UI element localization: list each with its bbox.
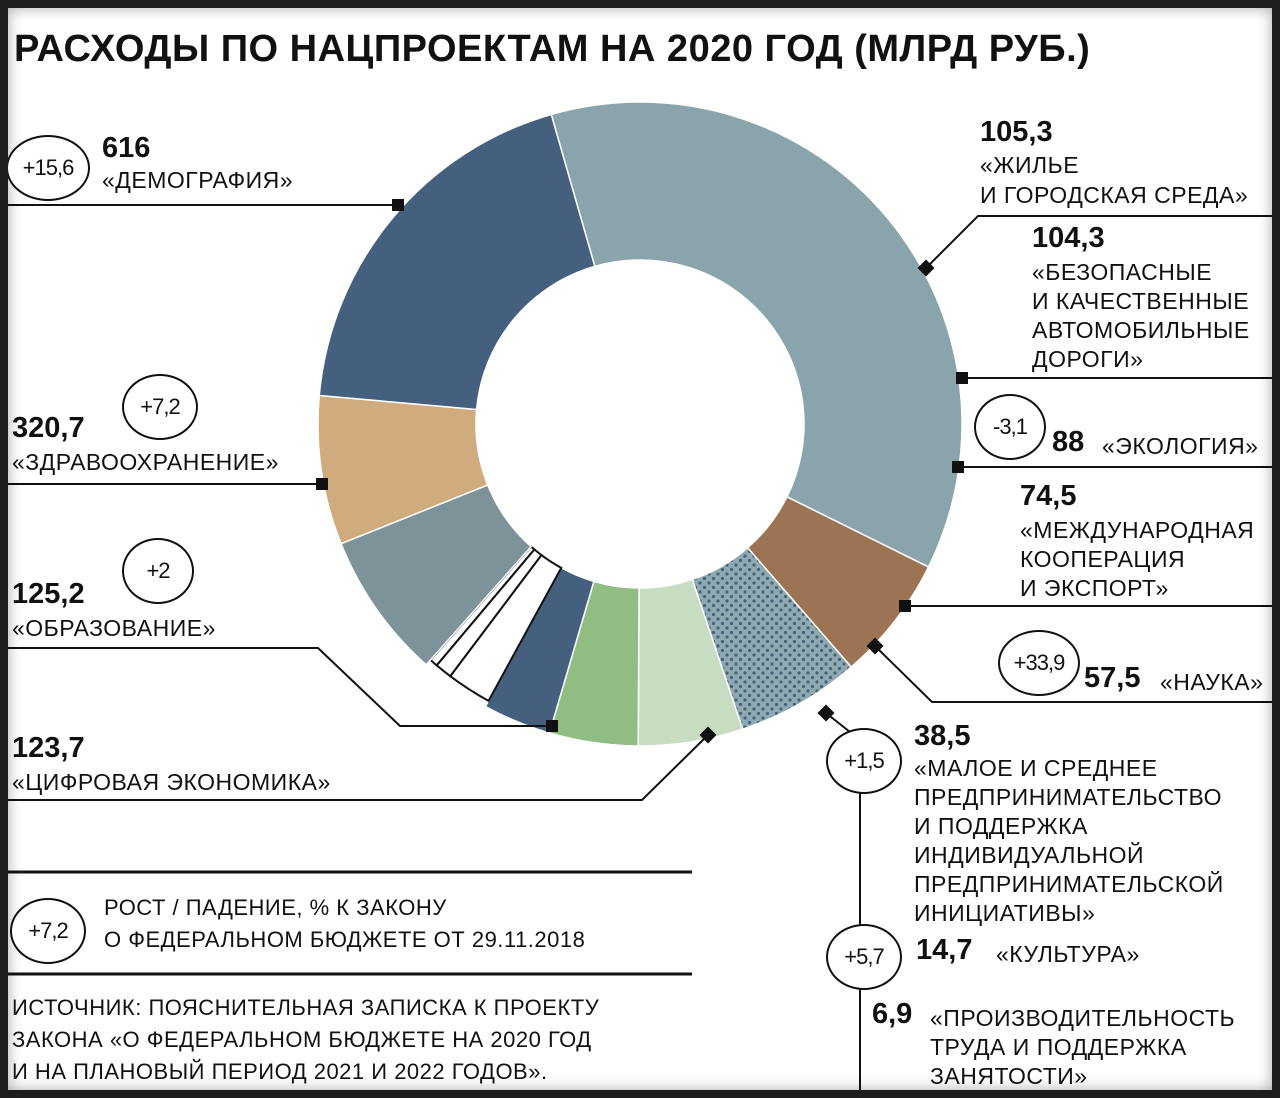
value-science: 57,5 (1084, 662, 1141, 694)
chart-title: РАСХОДЫ ПО НАЦПРОЕКТАМ НА 2020 ГОД (МЛРД… (14, 28, 1091, 70)
marker-export (899, 600, 911, 612)
label-health: «ЗДРАВООХРАНЕНИЕ» (12, 449, 279, 475)
value-sme: 38,5 (914, 720, 971, 752)
leader-science (874, 645, 1272, 703)
label-productivity-2: ТРУДА И ПОДДЕРЖКА (930, 1034, 1187, 1060)
label-science: «НАУКА» (1160, 669, 1264, 695)
label-culture: «КУЛЬТУРА» (996, 941, 1140, 967)
label-sme-6: ИНИЦИАТИВЫ» (914, 900, 1096, 926)
change-badge-science: +33,9 (998, 630, 1080, 696)
donut-slices (317, 101, 963, 747)
value-housing: 105,3 (980, 116, 1053, 148)
marker-science (866, 637, 884, 655)
label-roads-1: «БЕЗОПАСНЫЕ (1032, 259, 1213, 285)
change-value: +7,2 (140, 394, 180, 419)
label-roads-3: АВТОМОБИЛЬНЫЕ (1032, 317, 1250, 343)
legend-line-1: РОСТ / ПАДЕНИЕ, % К ЗАКОНУ (104, 895, 447, 920)
label-export-3: И ЭКСПОРТ» (1020, 575, 1169, 601)
label-sme-4: ИНДИВИДУАЛЬНОЙ (914, 842, 1145, 868)
marker-ecology (952, 461, 964, 473)
source-line-2: ЗАКОНА «О ФЕДЕРАЛЬНОМ БЮДЖЕТЕ НА 2020 ГО… (12, 1027, 592, 1052)
marker-health (316, 478, 328, 490)
divider-lines (8, 870, 692, 976)
change-badge-education: +2 (122, 538, 194, 604)
label-housing-1: «ЖИЛЬЕ (980, 152, 1080, 178)
label-productivity-1: «ПРОИЗВОДИТЕЛЬНОСТЬ (930, 1005, 1236, 1031)
label-productivity-3: ЗАНЯТОСТИ» (930, 1063, 1088, 1089)
label-sme-5: ПРЕДПРИНИМАТЕЛЬСКОЙ (914, 871, 1224, 897)
label-roads-2: И КАЧЕСТВЕННЫЕ (1032, 288, 1250, 314)
change-value: +33,9 (1013, 650, 1066, 675)
marker-roads (956, 372, 968, 384)
infographic-frame: РАСХОДЫ ПО НАЦПРОЕКТАМ НА 2020 ГОД (МЛРД… (8, 8, 1272, 1090)
leader-digital (8, 734, 709, 801)
change-badge-culture: +5,7 (826, 924, 902, 990)
label-digital: «ЦИФРОВАЯ ЭКОНОМИКА» (12, 769, 331, 795)
legend-sample-badge: +7,2 (10, 898, 86, 964)
value-roads: 104,3 (1032, 222, 1105, 254)
change-badge-health: +7,2 (122, 374, 198, 440)
source-line-3: И НА ПЛАНОВЫЙ ПЕРИОД 2021 И 2022 ГОДОВ». (12, 1059, 548, 1084)
marker-housing (917, 259, 935, 277)
value-digital: 123,7 (12, 732, 85, 764)
label-sme-3: И ПОДДЕРЖКА (914, 813, 1088, 839)
legend-sample-value: +7,2 (28, 918, 68, 943)
leader-markers (316, 199, 968, 744)
marker-education (546, 720, 558, 732)
change-badge-sme: +1,5 (826, 728, 902, 794)
leader-housing (925, 215, 1272, 269)
label-export-2: КООПЕРАЦИЯ (1020, 546, 1186, 572)
change-value: +15,6 (22, 155, 75, 180)
label-demography: «ДЕМОГРАФИЯ» (102, 167, 294, 193)
value-culture: 14,7 (916, 934, 973, 966)
label-export-1: «МЕЖДУНАРОДНАЯ (1020, 517, 1255, 543)
change-value: +2 (146, 558, 170, 583)
change-value: +1,5 (844, 748, 884, 773)
legend-line-2: О ФЕДЕРАЛЬНОМ БЮДЖЕТЕ ОТ 29.11.2018 (104, 927, 586, 952)
change-value: -3,1 (993, 414, 1028, 439)
label-housing-2: И ГОРОДСКАЯ СРЕДА» (980, 182, 1249, 208)
marker-digital (699, 726, 717, 744)
marker-demography (392, 199, 404, 211)
slice-demography (550, 101, 963, 569)
leader-education (8, 647, 552, 727)
donut-chart (8, 101, 1272, 1090)
change-badge-demography: +15,6 (8, 135, 90, 201)
value-export: 74,5 (1020, 480, 1077, 512)
marker-sme (817, 704, 835, 722)
label-sme-2: ПРЕДПРИНИМАТЕЛЬСТВО (914, 784, 1222, 810)
label-sme-1: «МАЛОЕ И СРЕДНЕЕ (914, 755, 1158, 781)
label-ecology: «ЭКОЛОГИЯ» (1102, 433, 1259, 459)
slice-health (318, 113, 596, 411)
value-health: 320,7 (12, 412, 85, 444)
value-productivity: 6,9 (872, 998, 913, 1030)
value-demography: 616 (102, 132, 151, 164)
value-ecology: 88 (1052, 426, 1085, 458)
change-value: +5,7 (844, 944, 884, 969)
change-badge-ecology: -3,1 (974, 394, 1046, 460)
label-education: «ОБРАЗОВАНИЕ» (12, 615, 216, 641)
source-line-1: ИСТОЧНИК: ПОЯСНИТЕЛЬНАЯ ЗАПИСКА К ПРОЕКТ… (12, 995, 600, 1020)
label-roads-4: ДОРОГИ» (1032, 346, 1144, 372)
value-education: 125,2 (12, 578, 85, 610)
